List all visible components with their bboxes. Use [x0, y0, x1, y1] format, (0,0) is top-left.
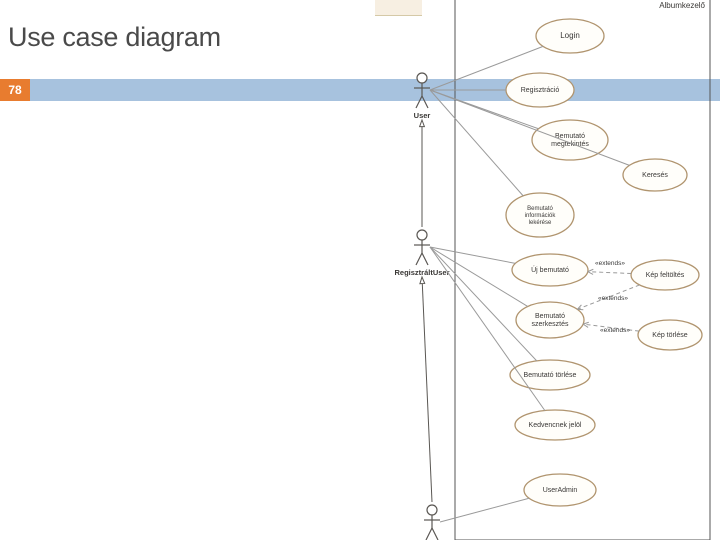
svg-text:megtekintés: megtekintés — [551, 141, 589, 148]
svg-text:RegisztráltUser: RegisztráltUser — [394, 268, 449, 277]
title-accent-bar — [30, 79, 720, 101]
svg-text:«extends»: «extends» — [595, 260, 625, 267]
svg-text:lekérése: lekérése — [529, 220, 552, 226]
page-number-badge: 78 — [0, 79, 30, 101]
svg-text:UserAdmin: UserAdmin — [543, 487, 578, 494]
svg-text:szerkesztés: szerkesztés — [532, 321, 569, 328]
svg-text:User: User — [414, 111, 431, 120]
svg-text:Albumkezelő: Albumkezelő — [659, 1, 705, 10]
svg-text:«extends»: «extends» — [598, 295, 628, 302]
svg-text:Bemutató: Bemutató — [535, 313, 565, 320]
svg-text:Bemutató: Bemutató — [527, 206, 553, 212]
svg-text:Kedvencnek jelöl: Kedvencnek jelöl — [529, 422, 582, 429]
slide-title: Use case diagram — [8, 22, 221, 53]
svg-text:«extends»: «extends» — [600, 327, 630, 334]
svg-text:Kép feltöltés: Kép feltöltés — [646, 272, 685, 279]
svg-text:Bemutató: Bemutató — [555, 133, 585, 140]
svg-text:Bemutató törlése: Bemutató törlése — [524, 372, 577, 379]
svg-text:információk: információk — [525, 213, 557, 219]
svg-text:Új bemutató: Új bemutató — [531, 265, 569, 274]
svg-text:Keresés: Keresés — [642, 172, 668, 179]
svg-text:Kép törlése: Kép törlése — [652, 332, 688, 339]
cropped-diagram-tab — [375, 0, 422, 16]
svg-text:Login: Login — [560, 31, 580, 40]
